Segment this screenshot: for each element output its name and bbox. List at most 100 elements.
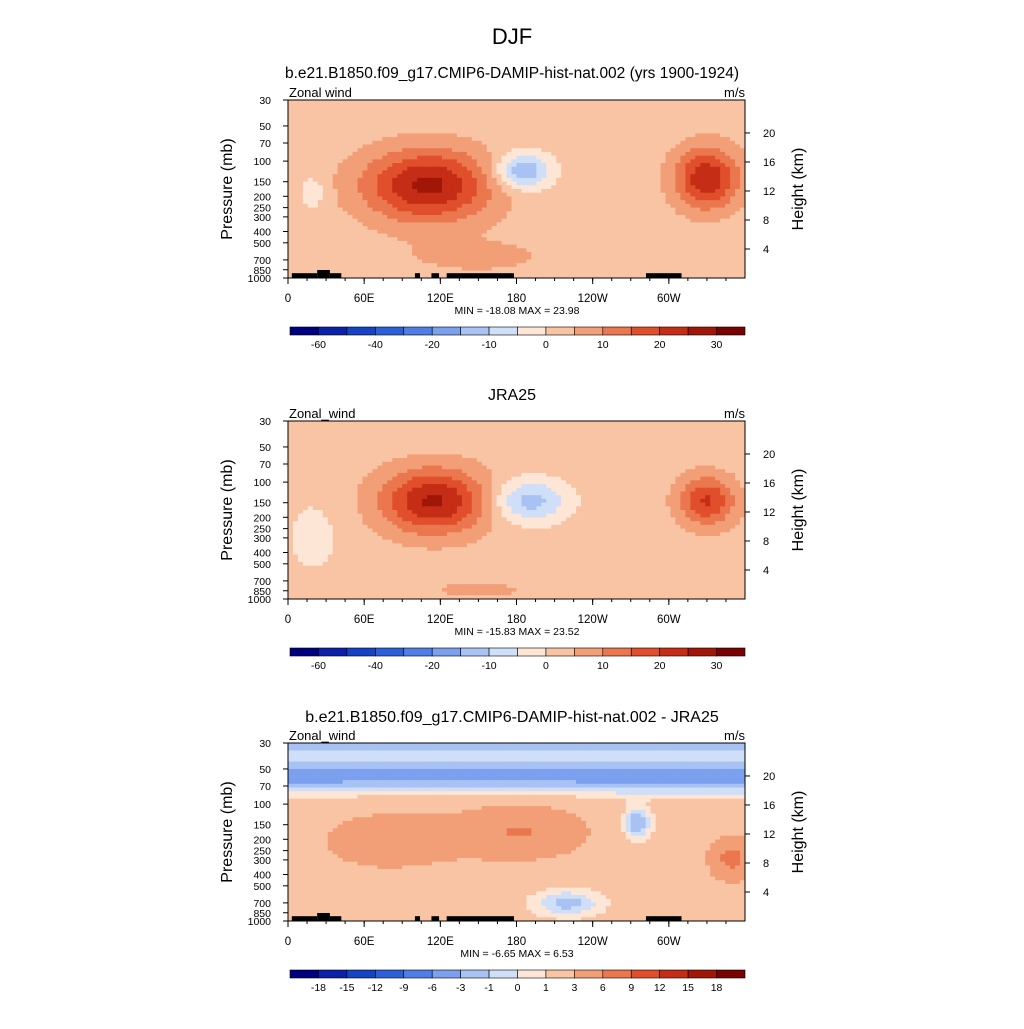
field-cell [661,215,666,219]
field-cell [387,148,392,152]
field-cell [517,137,522,141]
field-cell [308,267,313,271]
field-cell [670,256,675,260]
field-cell [293,174,298,178]
field-cell [497,148,502,152]
field-cell [313,111,318,115]
field-cell [695,271,700,275]
field-cell [685,226,690,230]
field-cell [541,156,546,160]
field-cell [596,208,601,212]
field-cell [462,119,467,123]
field-cell [556,267,561,271]
field-cell [636,170,641,174]
field-cell [715,145,720,149]
field-cell [288,107,293,111]
field-cell [517,204,522,208]
field-cell [571,152,576,156]
field-cell [323,577,328,581]
field-cell [626,122,631,126]
field-cell [407,211,412,215]
field-cell [382,196,387,200]
field-cell [298,196,303,200]
field-cell [358,130,363,134]
field-cell [720,215,725,219]
field-cell [710,271,715,275]
field-cell [596,182,601,186]
field-cell [566,196,571,200]
field-cell [293,558,298,562]
field-cell [358,256,363,260]
field-cell [323,506,328,510]
field-cell [616,100,621,104]
field-cell [298,145,303,149]
field-cell [462,252,467,256]
field-cell [432,241,437,245]
field-cell [293,488,298,492]
field-cell [487,100,492,104]
field-cell [447,156,452,160]
field-cell [298,477,303,481]
field-cell [343,115,348,119]
field-cell [303,259,308,263]
field-cell [328,443,333,447]
field-cell [358,145,363,149]
field-cell [358,219,363,223]
field-cell [680,174,685,178]
field-cell [467,267,472,271]
field-cell [536,111,541,115]
field-cell [517,226,522,230]
field-cell [536,237,541,241]
field-cell [695,178,700,182]
field-cell [616,252,621,256]
field-cell [521,167,526,171]
field-cell [621,237,626,241]
field-cell [412,222,417,226]
field-cell [730,211,735,215]
field-cell [606,156,611,160]
field-cell [472,256,477,260]
field-cell [348,215,353,219]
field-cell [422,219,427,223]
field-cell [328,488,333,492]
field-cell [417,248,422,252]
field-cell [725,259,730,263]
field-cell [656,241,661,245]
field-cell [531,185,536,189]
field-cell [666,152,671,156]
field-cell [705,163,710,167]
field-cell [566,163,571,167]
field-cell [690,241,695,245]
field-cell [531,137,536,141]
field-cell [298,137,303,141]
field-cell [308,152,313,156]
field-cell [720,234,725,238]
field-cell [611,163,616,167]
field-cell [313,573,318,577]
field-cell [343,226,348,230]
field-cell [432,170,437,174]
field-cell [348,145,353,149]
field-cell [432,178,437,182]
field-cell [680,193,685,197]
field-cell [348,141,353,145]
field-cell [422,245,427,249]
field-cell [288,555,293,559]
field-cell [705,156,710,160]
field-cell [397,167,402,171]
field-cell [293,200,298,204]
field-cell [382,259,387,263]
field-cell [427,145,432,149]
field-cell [586,104,591,108]
field-cell [551,241,556,245]
field-cell [581,271,586,275]
field-cell [427,237,432,241]
field-cell [288,510,293,514]
field-cell [303,517,308,521]
field-cell [323,495,328,499]
field-cell [422,271,427,275]
field-cell [700,204,705,208]
field-cell [666,115,671,119]
field-cell [730,204,735,208]
field-cell [417,148,422,152]
